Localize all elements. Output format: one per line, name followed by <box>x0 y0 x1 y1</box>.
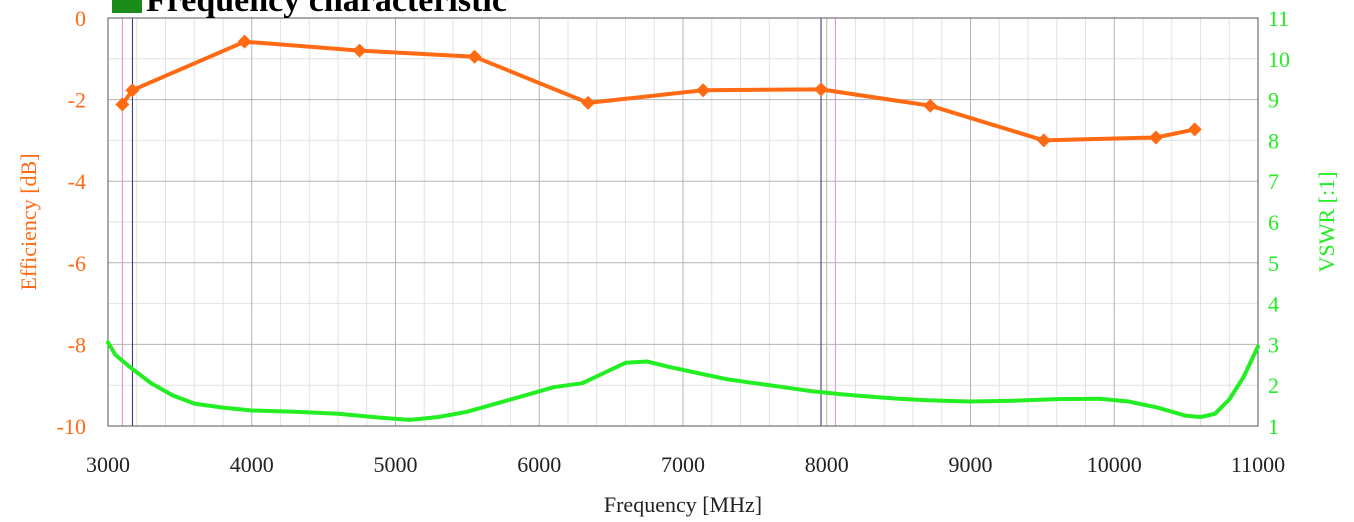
y-right-tick-label: 6 <box>1268 210 1279 235</box>
x-tick-label: 8000 <box>805 452 849 477</box>
efficiency-point <box>581 95 596 110</box>
efficiency-point <box>814 82 828 97</box>
efficiency-point <box>125 83 140 98</box>
y-left-tick-label: -4 <box>68 169 86 194</box>
plot-frame <box>107 17 1259 427</box>
y-right-tick-label: 9 <box>1268 88 1279 113</box>
y-left-tick-label: -2 <box>68 88 86 113</box>
efficiency-point <box>696 83 711 98</box>
y-left-axis-title: Efficiency [dB] <box>16 153 41 290</box>
chart-title-area: Frequency characteristic <box>112 0 507 19</box>
x-tick-label: 11000 <box>1231 452 1285 477</box>
y-right-tick-label: 5 <box>1268 251 1279 276</box>
x-tick-label: 10000 <box>1087 452 1142 477</box>
y-right-axis-title: VSWR [:1] <box>1314 172 1339 273</box>
efficiency-point <box>1036 133 1051 148</box>
x-tick-label: 3000 <box>86 452 130 477</box>
efficiency-point <box>352 43 367 58</box>
y-right-tick-label: 11 <box>1268 6 1289 31</box>
x-tick-label: 4000 <box>230 452 274 477</box>
x-tick-label: 7000 <box>661 452 705 477</box>
efficiency-point <box>237 34 252 49</box>
y-right-tick-label: 1 <box>1268 414 1279 439</box>
title-legend-swatch <box>112 0 142 13</box>
y-left-tick-label: -10 <box>57 414 86 439</box>
y-left-tick-label: 0 <box>75 6 86 31</box>
efficiency-point <box>467 49 482 64</box>
y-right-tick-label: 8 <box>1268 128 1279 153</box>
efficiency-point <box>1148 130 1163 145</box>
x-tick-label: 9000 <box>949 452 993 477</box>
y-left-tick-label: -6 <box>68 251 86 276</box>
y-right-tick-label: 10 <box>1268 47 1290 72</box>
y-right-tick-label: 7 <box>1268 169 1279 194</box>
x-tick-label: 5000 <box>374 452 418 477</box>
efficiency-line <box>120 39 1197 143</box>
y-right-tick-label: 2 <box>1268 373 1279 398</box>
y-right-tick-label: 3 <box>1268 332 1279 357</box>
x-axis-title: Frequency [MHz] <box>604 492 762 517</box>
efficiency-point <box>1187 122 1202 137</box>
chart-title: Frequency characteristic <box>146 0 507 19</box>
efficiency-point <box>115 97 130 112</box>
y-right-tick-label: 4 <box>1268 292 1279 317</box>
efficiency-point <box>923 98 938 113</box>
x-tick-label: 6000 <box>517 452 561 477</box>
y-left-tick-label: -8 <box>68 332 86 357</box>
vswr-line <box>106 340 1260 422</box>
